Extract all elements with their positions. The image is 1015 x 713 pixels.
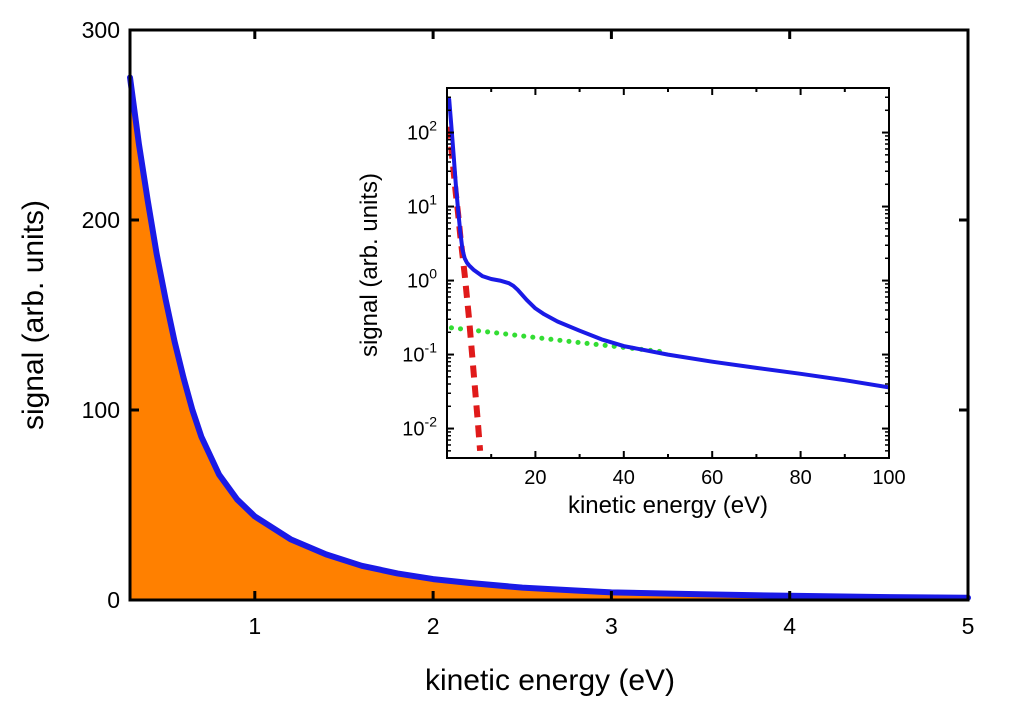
inset-y-tick-label: 10-1 [402, 340, 437, 367]
inset-y-tick-label: 10-2 [402, 414, 437, 441]
inset-series-solid [447, 97, 889, 390]
inset-y-tick-exponent: -1 [425, 340, 438, 356]
main-y-axis-title: signal (arb. units) [17, 200, 50, 430]
main-x-tick-label: 5 [962, 613, 975, 639]
main-y-tick-label: 200 [82, 207, 120, 233]
inset-x-tick-label: 100 [872, 467, 905, 489]
inset-x-axis-title: kinetic energy (eV) [568, 492, 768, 519]
main-x-tick-label: 3 [605, 613, 618, 639]
main-x-tick-label: 1 [248, 613, 261, 639]
inset-y-axis-title: signal (arb. units) [356, 173, 383, 357]
inset-y-tick-exponent: 1 [429, 192, 437, 208]
inset-x-tick-label: 20 [524, 467, 546, 489]
inset-y-tick-exponent: 2 [429, 118, 437, 134]
inset-y-tick-base: 10 [402, 419, 424, 441]
main-area-fill [130, 77, 968, 600]
inset-y-tick-label: 100 [407, 266, 437, 293]
main-x-tick-label: 4 [783, 613, 796, 639]
inset-y-tick-base: 10 [407, 271, 429, 293]
main-plot-frame [128, 28, 970, 602]
main-y-tick-label: 0 [107, 587, 120, 613]
inset-x-tick-label: 60 [701, 467, 723, 489]
main-x-tick-label: 2 [427, 613, 440, 639]
inset-y-tick-exponent: 0 [429, 266, 437, 282]
main-x-axis-title: kinetic energy (eV) [425, 664, 675, 697]
inset-y-tick-base: 10 [402, 345, 424, 367]
inset-x-tick-label: 80 [789, 467, 811, 489]
inset-x-tick-label: 40 [613, 467, 635, 489]
inset-y-tick-base: 10 [407, 197, 429, 219]
inset-y-tick-label: 102 [407, 118, 437, 145]
inset-y-tick-label: 101 [407, 192, 437, 219]
inset-y-tick-base: 10 [407, 123, 429, 145]
inset-y-tick-exponent: -2 [425, 414, 438, 430]
main-y-tick-label: 300 [82, 17, 120, 43]
inset-background [447, 88, 889, 458]
inset-series-group [447, 97, 889, 452]
main-y-tick-label: 100 [82, 397, 120, 423]
